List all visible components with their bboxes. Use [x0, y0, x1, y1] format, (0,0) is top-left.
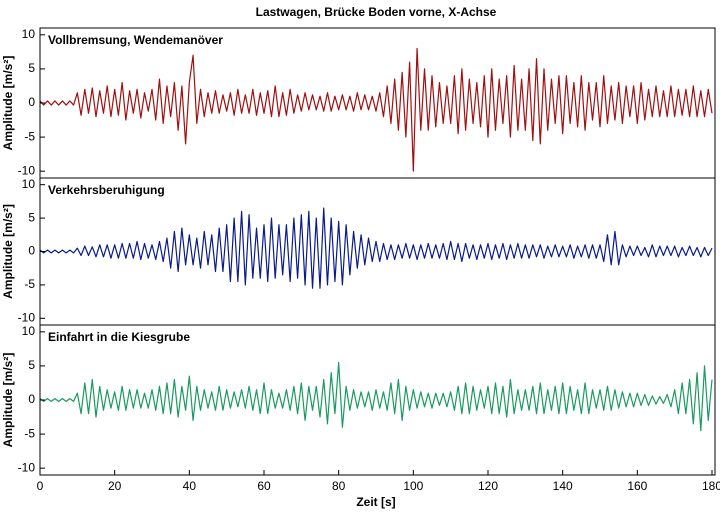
y-axis-label: Amplitude [m/s²]: [1, 353, 15, 448]
panel-title: Vollbremsung, Wendemanöver: [48, 33, 223, 47]
y-tick-label: -5: [24, 277, 35, 291]
y-axis-label: Amplitude [m/s²]: [1, 204, 15, 299]
x-tick-label: 40: [183, 479, 197, 493]
signal-line: [39, 47, 713, 172]
y-tick-label: 5: [28, 210, 35, 224]
y-tick-label: 10: [22, 324, 36, 338]
y-tick-label: 10: [22, 27, 36, 41]
x-tick-label: 20: [108, 479, 122, 493]
y-tick-label: 0: [28, 95, 35, 109]
x-tick-label: 100: [403, 479, 423, 493]
x-tick-label: 80: [332, 479, 346, 493]
x-tick-label: 120: [478, 479, 498, 493]
y-tick-label: -5: [24, 129, 35, 143]
y-tick-label: 10: [22, 177, 36, 191]
signal-line: [39, 207, 713, 289]
panel-title: Verkehrsberuhigung: [48, 183, 165, 197]
signal-line: [39, 361, 713, 432]
y-tick-label: -5: [24, 426, 35, 440]
y-axis-label: Amplitude [m/s²]: [1, 56, 15, 151]
y-tick-label: 5: [28, 61, 35, 75]
y-tick-label: -10: [18, 310, 36, 324]
y-tick-label: 0: [28, 244, 35, 258]
x-tick-label: 140: [553, 479, 573, 493]
y-tick-label: -10: [18, 163, 36, 177]
chart-title: Lastwagen, Brücke Boden vorne, X-Achse: [256, 5, 497, 19]
x-tick-label: 0: [37, 479, 44, 493]
x-tick-label: 60: [257, 479, 271, 493]
y-tick-label: -10: [18, 460, 36, 474]
y-tick-label: 0: [28, 392, 35, 406]
x-tick-label: 180: [702, 479, 720, 493]
y-tick-label: 5: [28, 358, 35, 372]
x-axis-label: Zeit [s]: [356, 495, 395, 509]
panel-title: Einfahrt in die Kiesgrube: [48, 330, 190, 344]
x-tick-label: 160: [627, 479, 647, 493]
